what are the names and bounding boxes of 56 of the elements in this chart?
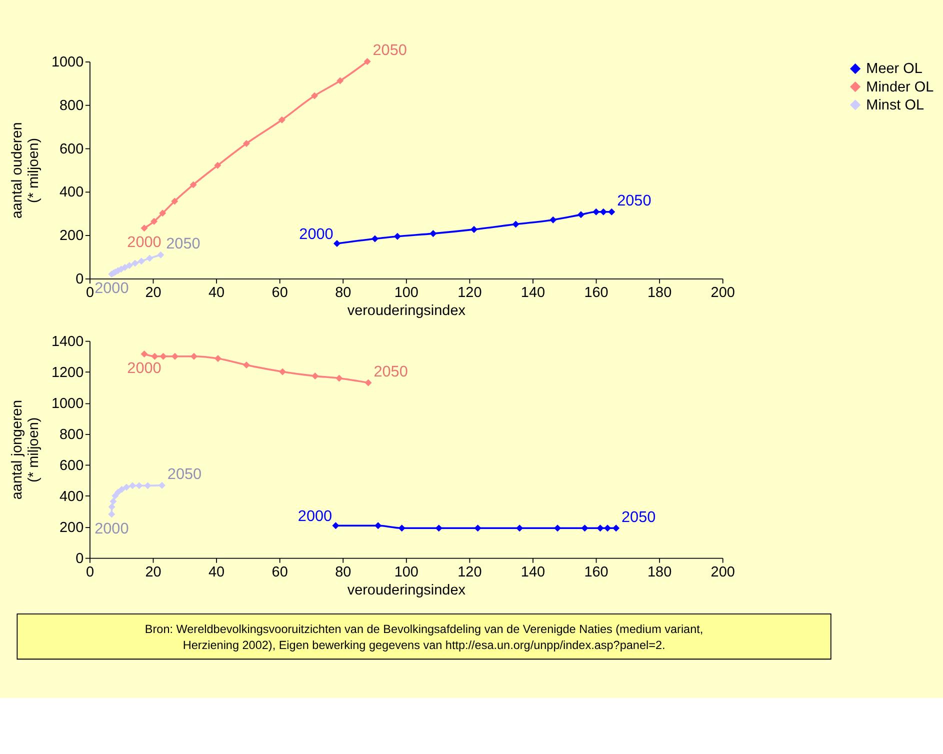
annotation: 2000 bbox=[127, 360, 162, 378]
y-tick-label: 800 bbox=[60, 426, 84, 443]
x-tick-label: 120 bbox=[458, 285, 482, 302]
y-tick-label: 200 bbox=[60, 520, 84, 536]
legend-label: Meer OL bbox=[866, 61, 922, 78]
annotation: 2000 bbox=[299, 226, 334, 244]
x-tick-label: 160 bbox=[584, 285, 608, 302]
y-tick-label: 400 bbox=[60, 488, 84, 505]
x-tick-label: 60 bbox=[272, 564, 288, 580]
y-axis-title: aantal ouderen (* miljoen) bbox=[10, 122, 42, 219]
x-tick-label: 140 bbox=[520, 564, 546, 580]
x-tick-label: 80 bbox=[335, 285, 352, 302]
x-tick-label: 140 bbox=[520, 285, 546, 302]
x-axis-title: verouderingsindex bbox=[347, 582, 466, 598]
x-tick-label: 0 bbox=[86, 285, 94, 302]
y-tick-label: 400 bbox=[60, 184, 84, 201]
y-tick-label: 1000 bbox=[51, 396, 84, 412]
x-tick-label: 100 bbox=[394, 564, 418, 580]
y-tick-label: 1200 bbox=[51, 364, 84, 381]
x-tick-label: 80 bbox=[335, 564, 352, 580]
y-tick-label: 1400 bbox=[51, 334, 84, 350]
annotation: 2050 bbox=[374, 363, 408, 380]
annotation: 2050 bbox=[372, 42, 407, 60]
y-axis-title: aantal jongeren (* miljoen) bbox=[10, 400, 42, 500]
x-tick-label: 20 bbox=[145, 285, 162, 302]
x-tick-label: 120 bbox=[458, 564, 482, 580]
y-tick-label: 600 bbox=[60, 141, 84, 158]
y-tick-label: 0 bbox=[76, 550, 84, 567]
legend-label: Minst OL bbox=[866, 97, 924, 114]
x-tick-label: 160 bbox=[584, 564, 608, 580]
annotation: 2000 bbox=[298, 508, 332, 526]
y-tick-label: 0 bbox=[76, 271, 84, 288]
x-axis-title: verouderingsindex bbox=[347, 303, 466, 320]
x-tick-label: 20 bbox=[145, 564, 162, 580]
y-tick-label: 800 bbox=[60, 98, 84, 114]
y-tick-label: 200 bbox=[60, 228, 84, 244]
legend-label: Minder OL bbox=[866, 79, 934, 96]
x-tick-label: 200 bbox=[710, 285, 735, 302]
x-tick-label: 200 bbox=[710, 564, 735, 580]
annotation: 2050 bbox=[166, 236, 200, 252]
annotation: 2000 bbox=[94, 280, 129, 298]
text: Bron: Wereldbevolkingsvooruitzichten van de Bevolkingsafdeling van de Verenigde Naties (medium variant, Herziening 2002), Eigen bewerking gegevens van http://esa.un.org/unpp/index.asp?panel=2. bbox=[144, 622, 704, 652]
x-tick-label: 40 bbox=[208, 285, 225, 302]
annotation: 2000 bbox=[94, 520, 129, 538]
x-tick-label: 40 bbox=[208, 564, 225, 580]
x-tick-label: 100 bbox=[394, 285, 418, 302]
x-tick-label: 60 bbox=[272, 285, 288, 302]
annotation: 2050 bbox=[617, 192, 652, 210]
x-tick-label: 180 bbox=[647, 564, 672, 580]
annotation: 2000 bbox=[127, 234, 162, 252]
x-tick-label: 0 bbox=[86, 564, 94, 580]
x-tick-label: 180 bbox=[647, 285, 672, 302]
y-tick-label: 600 bbox=[60, 458, 84, 474]
annotation: 2050 bbox=[167, 466, 202, 483]
y-tick-label: 1000 bbox=[51, 54, 84, 70]
annotation: 2050 bbox=[621, 508, 656, 526]
